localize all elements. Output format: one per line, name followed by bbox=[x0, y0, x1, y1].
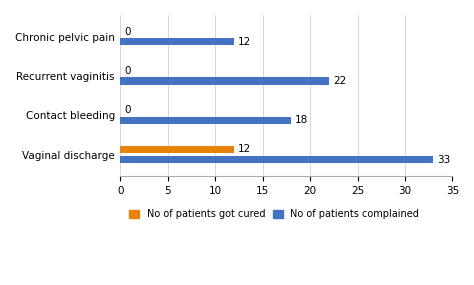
Text: 0: 0 bbox=[124, 27, 131, 36]
Bar bbox=[120, 78, 329, 85]
Text: 22: 22 bbox=[333, 76, 346, 86]
Text: 12: 12 bbox=[238, 144, 251, 154]
Text: 0: 0 bbox=[124, 66, 131, 76]
Text: 33: 33 bbox=[437, 155, 450, 165]
Bar bbox=[120, 156, 433, 163]
Bar bbox=[120, 117, 291, 124]
Legend: No of patients got cured, No of patients complained: No of patients got cured, No of patients… bbox=[125, 205, 423, 223]
Bar bbox=[120, 38, 234, 45]
Bar bbox=[120, 146, 234, 153]
Text: 18: 18 bbox=[295, 115, 308, 125]
Text: 12: 12 bbox=[238, 37, 251, 47]
Text: 0: 0 bbox=[124, 105, 131, 115]
